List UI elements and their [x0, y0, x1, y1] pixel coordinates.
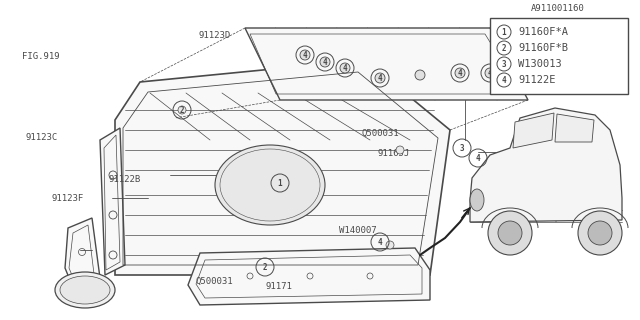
Circle shape	[505, 75, 515, 85]
Circle shape	[485, 68, 495, 78]
Text: FIG.919: FIG.919	[22, 52, 60, 60]
Text: 91122B: 91122B	[109, 175, 141, 184]
Polygon shape	[513, 113, 554, 148]
Text: 4: 4	[502, 76, 506, 84]
Text: 4: 4	[458, 68, 462, 77]
Text: 4: 4	[378, 237, 382, 246]
Text: 4: 4	[323, 58, 327, 67]
Polygon shape	[188, 248, 430, 305]
Text: 91122E: 91122E	[518, 75, 556, 85]
Text: Q500031: Q500031	[362, 129, 399, 138]
Circle shape	[488, 211, 532, 255]
Text: 91123D: 91123D	[198, 31, 230, 40]
Text: W140007: W140007	[339, 226, 377, 235]
Text: W130013: W130013	[518, 59, 562, 69]
Text: 2: 2	[180, 106, 184, 115]
Text: 3: 3	[460, 143, 464, 153]
Text: 1: 1	[502, 28, 506, 36]
Ellipse shape	[215, 145, 325, 225]
Circle shape	[396, 146, 404, 154]
Text: 91123C: 91123C	[26, 133, 58, 142]
Text: 2: 2	[502, 44, 506, 52]
Text: 91165J: 91165J	[378, 149, 410, 158]
Circle shape	[375, 73, 385, 83]
Text: Q500031: Q500031	[195, 276, 233, 285]
Polygon shape	[65, 218, 100, 285]
Circle shape	[498, 221, 522, 245]
Polygon shape	[245, 28, 528, 100]
Polygon shape	[470, 108, 622, 222]
Ellipse shape	[60, 276, 110, 304]
Polygon shape	[115, 60, 450, 275]
Circle shape	[320, 57, 330, 67]
Text: 1: 1	[278, 179, 282, 188]
Circle shape	[455, 68, 465, 78]
FancyBboxPatch shape	[490, 18, 628, 94]
Text: 4: 4	[476, 154, 480, 163]
Polygon shape	[555, 114, 594, 142]
Circle shape	[340, 63, 350, 73]
Text: 91123F: 91123F	[51, 194, 83, 203]
Text: 4: 4	[303, 51, 307, 60]
Ellipse shape	[55, 272, 115, 308]
Circle shape	[386, 241, 394, 249]
Ellipse shape	[470, 189, 484, 211]
Text: 4: 4	[488, 68, 492, 77]
Text: 4: 4	[378, 74, 382, 83]
Text: 3: 3	[502, 60, 506, 68]
Circle shape	[300, 50, 310, 60]
Circle shape	[578, 211, 622, 255]
Text: 4: 4	[342, 63, 348, 73]
Text: 91160F*B: 91160F*B	[518, 43, 568, 53]
Circle shape	[415, 70, 425, 80]
Ellipse shape	[220, 149, 320, 221]
Circle shape	[178, 106, 186, 114]
Text: A911001160: A911001160	[531, 4, 585, 12]
Circle shape	[588, 221, 612, 245]
Text: 91171: 91171	[266, 282, 292, 291]
Text: 2: 2	[262, 262, 268, 271]
Polygon shape	[100, 128, 125, 275]
Text: 91160F*A: 91160F*A	[518, 27, 568, 37]
